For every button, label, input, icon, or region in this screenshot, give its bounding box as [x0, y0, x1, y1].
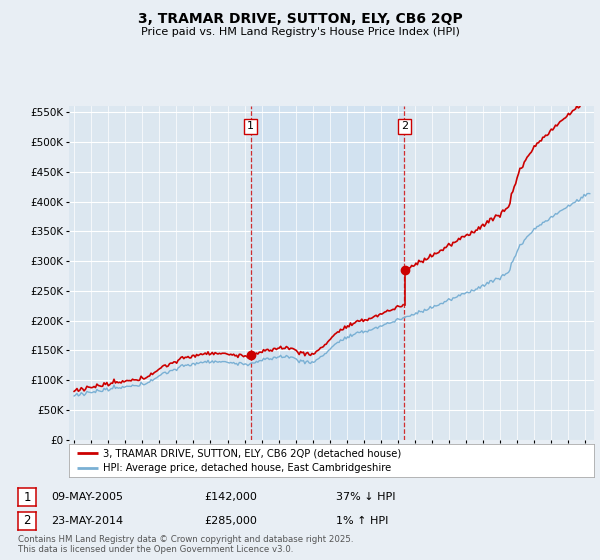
Text: 23-MAY-2014: 23-MAY-2014 — [51, 516, 123, 526]
Text: HPI: Average price, detached house, East Cambridgeshire: HPI: Average price, detached house, East… — [103, 463, 391, 473]
Text: 09-MAY-2005: 09-MAY-2005 — [51, 492, 123, 502]
Text: 2: 2 — [401, 122, 408, 132]
Text: £142,000: £142,000 — [204, 492, 257, 502]
Text: 1% ↑ HPI: 1% ↑ HPI — [336, 516, 388, 526]
Bar — [251, 106, 404, 440]
Text: £285,000: £285,000 — [204, 516, 257, 526]
Text: 3, TRAMAR DRIVE, SUTTON, ELY, CB6 2QP: 3, TRAMAR DRIVE, SUTTON, ELY, CB6 2QP — [137, 12, 463, 26]
Text: 37% ↓ HPI: 37% ↓ HPI — [336, 492, 395, 502]
Text: 1: 1 — [23, 491, 31, 504]
Text: 2: 2 — [23, 514, 31, 528]
Text: 1: 1 — [247, 122, 254, 132]
Text: Price paid vs. HM Land Registry's House Price Index (HPI): Price paid vs. HM Land Registry's House … — [140, 27, 460, 37]
Text: Contains HM Land Registry data © Crown copyright and database right 2025.
This d: Contains HM Land Registry data © Crown c… — [18, 535, 353, 554]
Text: 3, TRAMAR DRIVE, SUTTON, ELY, CB6 2QP (detached house): 3, TRAMAR DRIVE, SUTTON, ELY, CB6 2QP (d… — [103, 449, 401, 459]
